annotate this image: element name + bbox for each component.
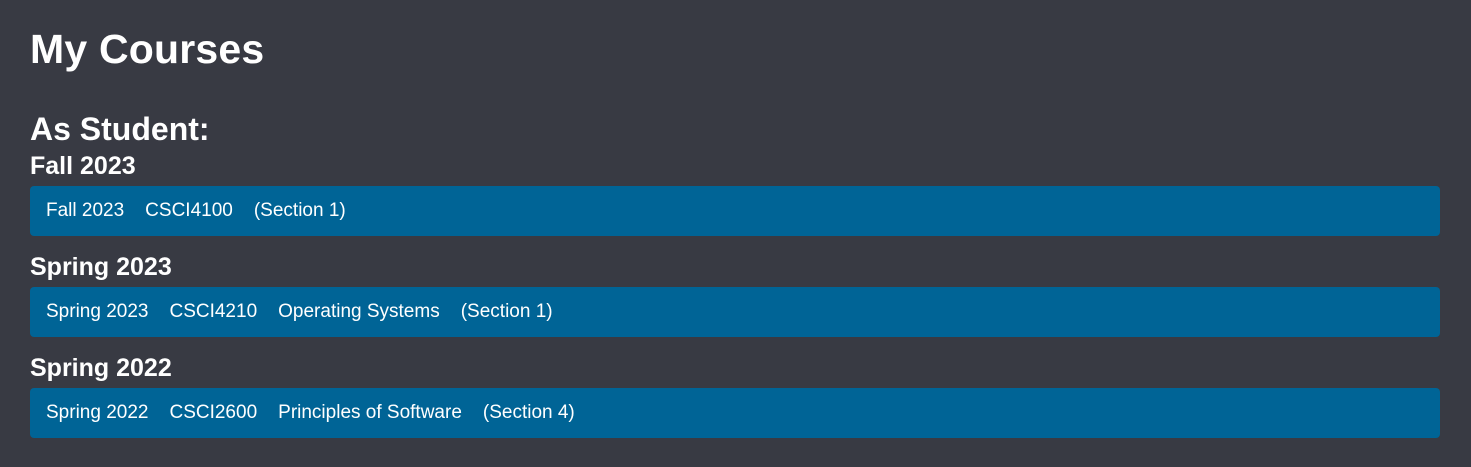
term-heading: Spring 2022: [30, 354, 172, 382]
course-code: CSCI4100: [145, 200, 233, 221]
term-group-spring-2023: Spring 2023 Spring 2023 CSCI4210 Operati…: [30, 252, 1441, 337]
course-section: (Section 1): [460, 301, 553, 322]
as-student-heading: As Student:: [30, 111, 210, 147]
course-term: Spring 2023: [46, 301, 149, 322]
term-heading: Spring 2023: [30, 253, 172, 281]
course-name: Principles of Software: [278, 402, 462, 423]
course-code: CSCI4210: [169, 301, 258, 322]
course-row-csci2600[interactable]: Spring 2022 CSCI2600 Principles of Softw…: [30, 388, 1440, 438]
term-group-spring-2022: Spring 2022 Spring 2022 CSCI2600 Princip…: [30, 353, 1441, 438]
course-term: Spring 2022: [46, 402, 149, 423]
course-row-csci4210[interactable]: Spring 2023 CSCI4210 Operating Systems (…: [30, 287, 1440, 337]
course-code: CSCI2600: [169, 402, 258, 423]
course-name: Operating Systems: [278, 301, 440, 322]
course-term: Fall 2023: [46, 200, 125, 221]
course-row-csci4100[interactable]: Fall 2023 CSCI4100 (Section 1): [30, 186, 1440, 236]
course-section: (Section 4): [482, 402, 575, 423]
course-section: (Section 1): [253, 200, 346, 221]
term-heading: Fall 2023: [30, 152, 136, 180]
page-title: My Courses: [30, 26, 265, 72]
term-group-fall-2023: Fall 2023 Fall 2023 CSCI4100 (Section 1): [30, 151, 1441, 236]
